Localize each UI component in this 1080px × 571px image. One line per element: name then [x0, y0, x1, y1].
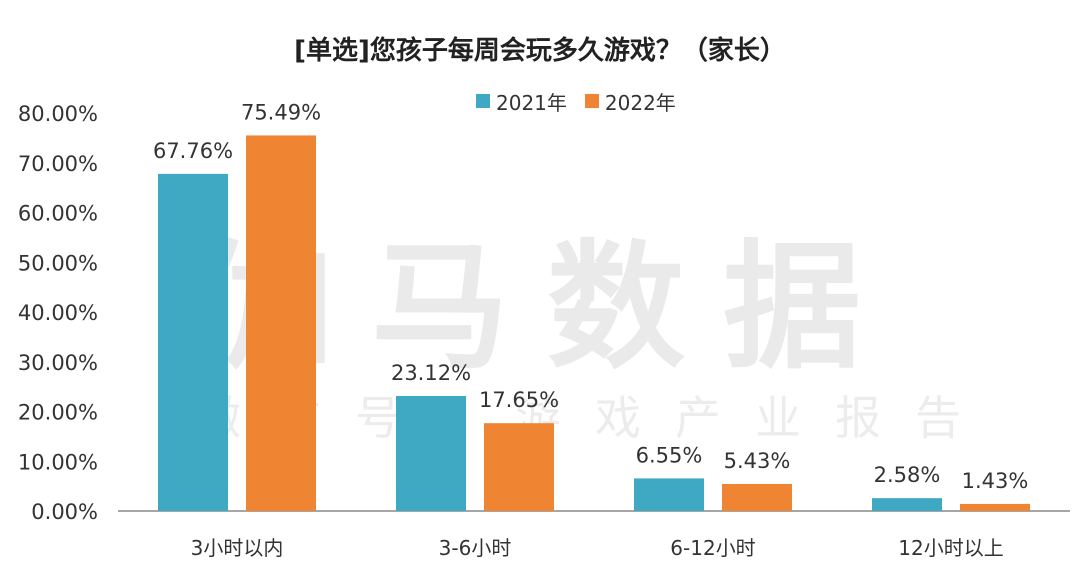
legend-label-2022: 2022年	[604, 90, 676, 115]
legend-swatch-2022	[584, 94, 599, 108]
y-tick-label: 10.00%	[18, 450, 98, 474]
y-tick-label: 20.00%	[18, 401, 98, 425]
y-tick-label: 70.00%	[18, 152, 98, 176]
bar-2022	[484, 423, 554, 511]
data-label: 6.55%	[636, 443, 703, 467]
x-tick-label: 3-6小时	[439, 536, 512, 560]
y-tick-label: 50.00%	[18, 251, 98, 275]
bar-2022	[246, 135, 316, 511]
y-tick-label: 80.00%	[18, 102, 98, 126]
bar-2022	[722, 483, 792, 511]
watermark-subtext: 微信号：游戏产业报告	[195, 391, 995, 445]
y-tick-label: 40.00%	[18, 301, 98, 325]
legend-swatch-2021	[476, 94, 490, 108]
y-tick-label: 0.00%	[31, 500, 98, 524]
data-label: 23.12%	[391, 361, 471, 385]
bar-2021	[634, 478, 704, 511]
y-tick-label: 60.00%	[18, 202, 98, 226]
legend-label-2021: 2021年	[496, 90, 567, 115]
bar-2021	[872, 498, 942, 511]
x-tick-label: 6-12小时	[670, 536, 755, 560]
bar-2021	[396, 395, 466, 511]
legend-item-2022: 2022年	[584, 87, 676, 116]
chart-title: [单选]您孩子每周会玩多久游戏？（家长）	[294, 36, 786, 66]
data-label: 2.58%	[874, 463, 941, 487]
legend: 2021年 2022年	[476, 87, 694, 116]
data-label: 17.65%	[479, 388, 559, 412]
bar-2022	[960, 503, 1030, 511]
bar-2021	[158, 173, 228, 512]
data-label: 75.49%	[241, 100, 321, 124]
legend-item-2021: 2021年	[476, 87, 567, 116]
x-tick-label: 12小时以上	[898, 536, 1003, 560]
data-label: 5.43%	[724, 449, 791, 473]
x-tick-label: 3小时以内	[191, 536, 284, 560]
data-label: 1.43%	[962, 469, 1029, 493]
y-tick-label: 30.00%	[18, 351, 98, 375]
data-label: 67.76%	[153, 139, 233, 163]
